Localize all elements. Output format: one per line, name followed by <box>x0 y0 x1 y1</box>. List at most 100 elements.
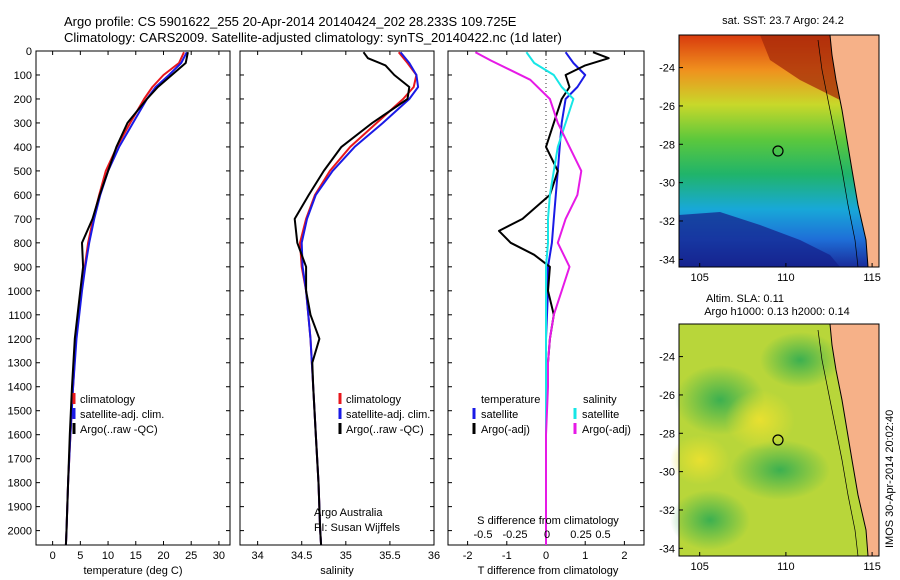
series-line-salinity-argo-adj- <box>474 51 583 545</box>
x-tick-label: -1 <box>502 550 512 562</box>
y-tick-label: 100 <box>14 70 32 82</box>
map-x-tick-label: 110 <box>777 561 795 573</box>
x-tick-label: 20 <box>157 550 169 562</box>
y-tick-label: 800 <box>14 238 32 250</box>
map-x-tick-label: 115 <box>863 272 881 284</box>
x-tick-label: 36 <box>428 550 440 562</box>
sst-argo-marker <box>772 145 784 157</box>
x-tick-label: 1 <box>582 550 588 562</box>
sst-map-frame <box>678 34 880 268</box>
difference-depth-ticks <box>448 50 644 532</box>
map-y-tick-label: -26 <box>659 101 675 113</box>
sst-map-title: sat. SST: 23.7 Argo: 24.2 <box>722 15 844 27</box>
legend-satellite-label: satellite-adj. clim. <box>346 409 430 421</box>
salinity-panel: 34 34.5 35 35.5 36 salinity climatology sate… <box>239 50 440 577</box>
annotation-pi: PI: Susan Wijffels <box>314 522 400 534</box>
y-tick-label: 1700 <box>8 454 32 466</box>
y-tick-label: 1800 <box>8 478 32 490</box>
temperature-panel: 0100200300400500600700800900100011001200… <box>8 46 231 577</box>
legend-climatology-label: climatology <box>346 394 402 406</box>
map-y-tick-label: -34 <box>659 254 675 266</box>
header-line-2: Climatology: CARS2009. Satellite-adjuste… <box>64 30 562 45</box>
difference-series <box>474 51 610 545</box>
map-y-tick-label: -34 <box>659 543 675 555</box>
y-tick-label: 1400 <box>8 382 32 394</box>
y-tick-label: 400 <box>14 142 32 154</box>
sla-blob <box>730 440 830 500</box>
x-tick-label: 0 <box>50 550 56 562</box>
sla-isobath <box>817 329 859 557</box>
s-tick-0: 0 <box>544 529 550 541</box>
sst-isobath <box>817 39 859 268</box>
y-tick-label: 300 <box>14 118 32 130</box>
map-x-tick-label: 105 <box>691 272 709 284</box>
depth-ticks: 0 100 200 300 400 500 600 700 800 900 1000 1100 1200… <box>8 46 230 538</box>
sla-map-title-2: Argo h1000: 0.13 h2000: 0.14 <box>704 306 850 318</box>
map-y-tick-label: -24 <box>659 63 675 75</box>
x-tick-label: -2 <box>463 550 473 562</box>
map-y-tick-label: -32 <box>659 216 675 228</box>
map-y-tick-label: -32 <box>659 505 675 517</box>
series-line-argo-raw-qc- <box>64 52 189 545</box>
x-tick-label: 25 <box>185 550 197 562</box>
y-tick-label: 700 <box>14 214 32 226</box>
imos-side-label: IMOS 30-Apr-2014 20:02:40 <box>884 410 896 548</box>
sla-map-panel: Altim. SLA: 0.11 Argo h1000: 0.13 h2000:… <box>659 293 881 573</box>
temperature-xlabel: temperature (deg C) <box>83 565 182 577</box>
legend-climatology-label: climatology <box>80 394 136 406</box>
y-tick-label: 500 <box>14 166 32 178</box>
difference-ticks: -2 -1 0 1 2 <box>463 51 627 562</box>
legend-temperature-header: temperature <box>481 394 540 406</box>
map-y-tick-label: -24 <box>659 352 675 364</box>
sst-coastline <box>829 34 869 268</box>
x-tick-label: 0 <box>543 550 549 562</box>
salinity-ticks: 34 34.5 35 35.5 36 <box>252 51 440 562</box>
x-tick-label: 34 <box>252 550 264 562</box>
salinity-xlabel: salinity <box>320 565 354 577</box>
sla-map-frame <box>678 323 880 557</box>
map-x-tick-label: 110 <box>777 272 795 284</box>
y-tick-label: 1300 <box>8 358 32 370</box>
header-line-1: Argo profile: CS 5901622_255 20-Apr-2014… <box>64 14 517 29</box>
s-tick-m050: -0.5 <box>474 529 493 541</box>
salinity-axes-frame <box>239 50 435 546</box>
temperature-series <box>64 51 189 545</box>
x-tick-label: 34.5 <box>291 550 312 562</box>
series-line-argo-raw-qc- <box>293 51 411 545</box>
x-tick-label: 30 <box>213 550 225 562</box>
map-y-tick-label: -26 <box>659 390 675 402</box>
legend-satellite-label: satellite-adj. clim. <box>80 409 164 421</box>
legend-salinity-header: salinity <box>583 394 617 406</box>
sst-map-ticks: 105 110 115 -24 -26 -28 -30 -32 -34 <box>659 63 881 284</box>
x-tick-label: 5 <box>77 550 83 562</box>
difference-legend: temperature satellite Argo(-adj) salinit… <box>472 394 631 436</box>
map-x-tick-label: 105 <box>691 561 709 573</box>
temperature-legend: climatology satellite-adj. clim. Argo(..… <box>72 393 164 436</box>
sst-land <box>830 35 879 267</box>
y-tick-label: 1600 <box>8 430 32 442</box>
sla-map-title-1: Altim. SLA: 0.11 <box>706 293 784 305</box>
x-tick-label: 35.5 <box>379 550 400 562</box>
y-tick-label: 600 <box>14 190 32 202</box>
legend-argo-label: Argo(..raw -QC) <box>346 424 424 436</box>
s-difference-label: S difference from climatology <box>477 515 619 527</box>
sla-blob <box>760 332 840 388</box>
sla-blob <box>725 390 795 450</box>
legend-s-satellite-label: satellite <box>582 409 619 421</box>
sla-map-ticks: 105 110 115 -24 -26 -28 -30 -32 -34 <box>659 352 881 573</box>
x-tick-label: 10 <box>102 550 114 562</box>
legend-t-satellite-label: satellite <box>481 409 518 421</box>
legend-argo-label: Argo(..raw -QC) <box>80 424 158 436</box>
y-tick-label: 1900 <box>8 502 32 514</box>
temperature-ticks: 0 5 10 15 20 25 30 <box>50 51 225 562</box>
s-tick-050: 0.5 <box>595 529 610 541</box>
s-tick-025: 0.25 <box>570 529 591 541</box>
sla-land <box>830 324 879 556</box>
y-tick-label: 1200 <box>8 334 32 346</box>
sla-blob <box>670 490 750 550</box>
salinity-legend: climatology satellite-adj. clim. Argo(..… <box>338 393 430 436</box>
sst-cool-patch <box>679 212 840 267</box>
map-y-tick-label: -30 <box>659 467 675 479</box>
t-difference-label: T difference from climatology <box>478 565 619 577</box>
